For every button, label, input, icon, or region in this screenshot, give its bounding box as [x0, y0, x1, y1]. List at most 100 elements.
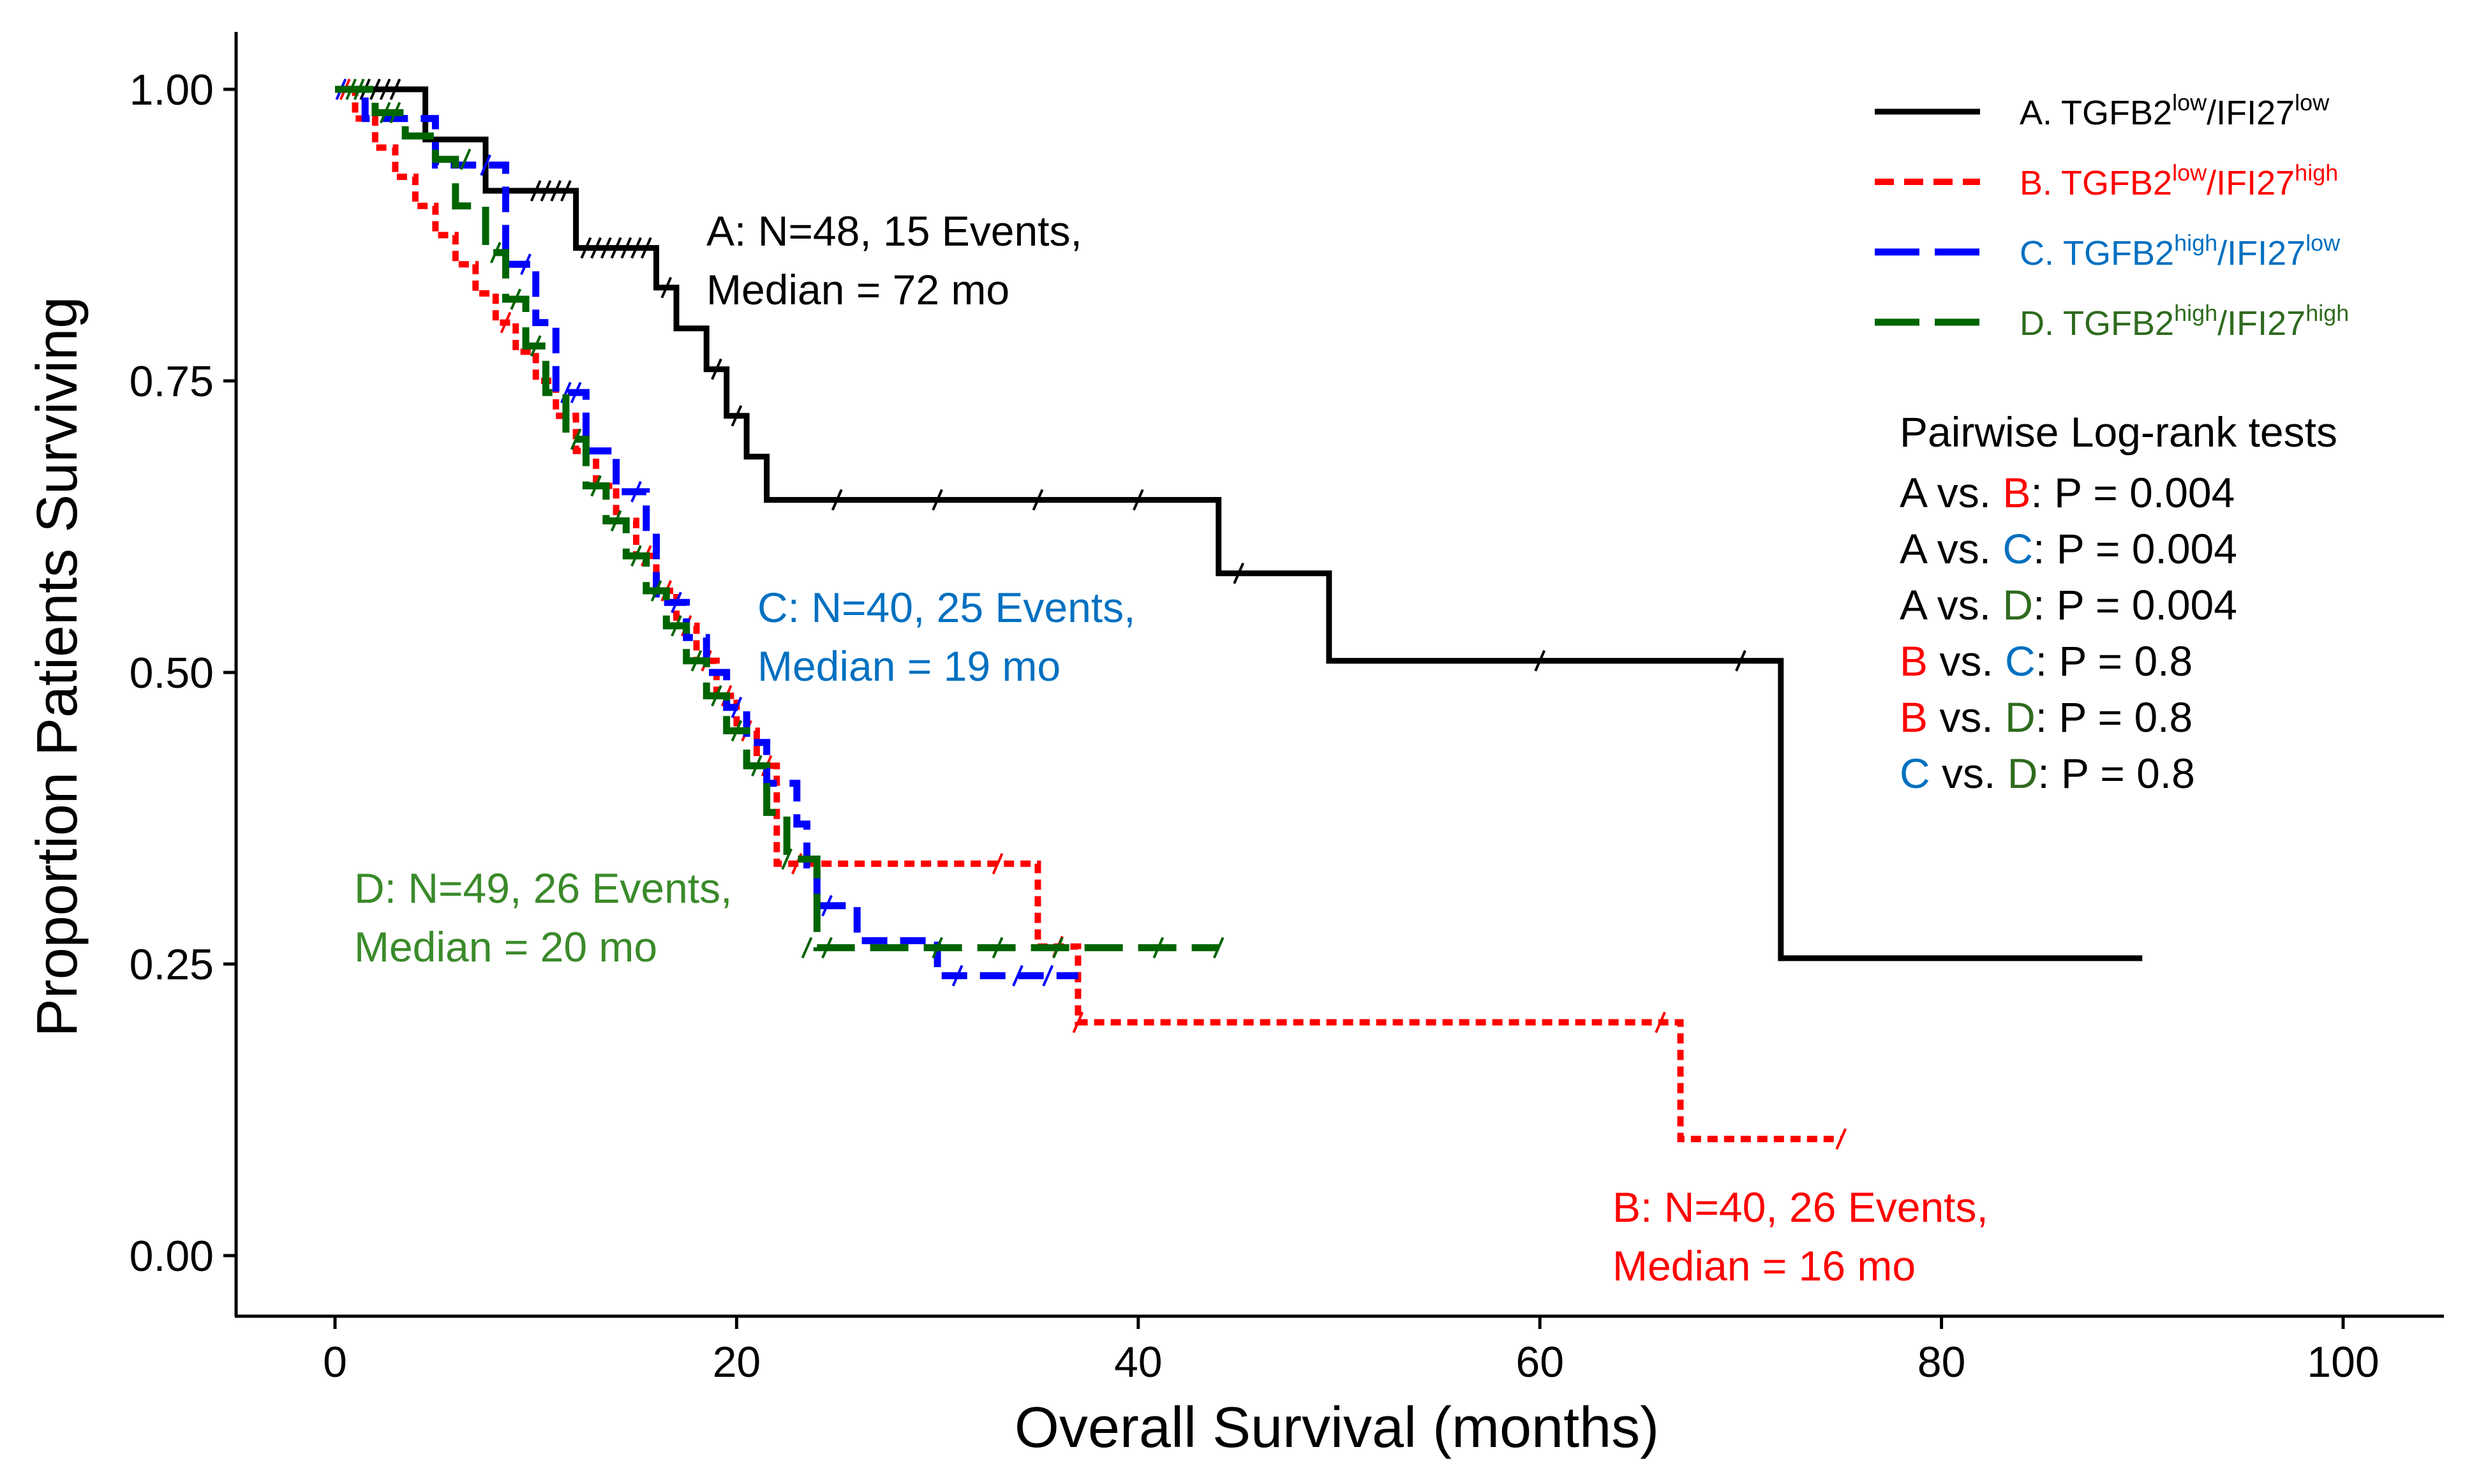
legend-item-a: A. TGFB2low/IFI27low — [1875, 89, 2330, 132]
pairwise-row: C vs. D: P = 0.8 — [1900, 750, 2195, 797]
legend-item-c: C. TGFB2high/IFI27low — [1875, 230, 2341, 272]
legend-label-d: D. TGFB2high/IFI27high — [2020, 300, 2349, 343]
censor-mark — [1132, 489, 1144, 511]
legend-text: C. TGFB2 — [2020, 234, 2174, 272]
censor-mark — [690, 649, 703, 672]
censor-mark — [1212, 937, 1225, 959]
y-tick-label: 0.25 — [130, 940, 214, 989]
censor-mark — [650, 580, 662, 602]
censor-mark — [369, 78, 381, 100]
censor-mark — [1032, 489, 1044, 511]
legend-superscript: low — [2295, 89, 2330, 115]
annotation-c-line2: Median = 19 mo — [757, 642, 1061, 690]
pairwise-row: A vs. C: P = 0.004 — [1900, 525, 2237, 572]
pairwise-vs: vs. — [1925, 525, 2002, 572]
annotation-b: B: N=40, 26 Events, Median = 16 mo — [1612, 1183, 2000, 1289]
legend-item-b: B. TGFB2low/IFI27high — [1875, 160, 2338, 202]
censor-mark — [951, 965, 964, 987]
censor-mark — [560, 180, 572, 202]
pairwise-group1: A — [1900, 525, 1928, 572]
annotation-a: A: N=48, 15 Events, Median = 72 mo — [706, 207, 1094, 313]
censor-mark — [353, 78, 365, 100]
survival-curve-d — [335, 85, 1219, 951]
censor-mark — [570, 382, 582, 404]
censor-mark — [580, 237, 592, 259]
legend-superscript: low — [2305, 230, 2341, 256]
x-tick-label: 80 — [1918, 1338, 1966, 1386]
pairwise-row: B vs. C: P = 0.8 — [1900, 637, 2193, 685]
censor-mark — [379, 78, 391, 100]
annotation-b-line2: Median = 16 mo — [1612, 1242, 1916, 1289]
censor-mark — [570, 428, 582, 450]
censor-mark — [711, 685, 722, 707]
annotation-d-line2: Median = 20 mo — [354, 923, 657, 970]
pairwise-vs: vs. — [1925, 469, 2002, 516]
pairwise-group2: C — [2005, 637, 2036, 685]
legend-text: /IFI27 — [2217, 234, 2305, 272]
pairwise-p-value: : P = 0.8 — [2037, 750, 2194, 797]
annotations: A: N=48, 15 Events, Median = 72 mo C: N=… — [354, 207, 2000, 1289]
pairwise-row: B vs. D: P = 0.8 — [1900, 694, 2193, 741]
censor-mark — [1012, 965, 1024, 987]
pairwise-p-value: : P = 0.004 — [2033, 581, 2237, 628]
censor-mark — [379, 101, 391, 124]
legend-label-a: A. TGFB2low/IFI27low — [2020, 89, 2330, 132]
censor-mark — [345, 78, 357, 100]
annotation-b-line1: B: N=40, 26 Events, — [1612, 1183, 1988, 1231]
legend-text: A. TGFB2 — [2020, 94, 2172, 132]
censor-mark — [1152, 937, 1165, 959]
censor-mark — [821, 937, 833, 959]
x-tick-label: 20 — [713, 1338, 761, 1386]
pairwise-vs: vs. — [1925, 581, 2002, 628]
x-tick-label: 0 — [323, 1338, 347, 1386]
legend-text: /IFI27 — [2217, 304, 2305, 343]
annotation-c: C: N=40, 25 Events, Median = 19 mo — [757, 584, 1147, 690]
censor-mark — [540, 180, 552, 202]
pairwise-title: Pairwise Log-rank tests — [1900, 408, 2337, 456]
censor-mark — [992, 937, 1004, 959]
censor-mark — [1534, 649, 1546, 672]
pairwise-vs: vs. — [1930, 750, 2007, 797]
annotation-d: D: N=49, 26 Events, Median = 20 mo — [354, 864, 744, 970]
censor-mark — [1042, 965, 1054, 987]
censor-mark — [389, 101, 401, 124]
y-tick-label: 0.75 — [130, 357, 214, 406]
pairwise-group2: D — [2005, 694, 2036, 741]
annotation-c-line1: C: N=40, 25 Events, — [757, 584, 1136, 631]
survival-curve-b — [335, 86, 1842, 1143]
annotation-d-line1: D: N=49, 26 Events, — [354, 864, 733, 912]
legend-superscript: high — [2305, 300, 2349, 326]
censor-mark — [590, 237, 602, 259]
pairwise-group1: C — [1900, 750, 1930, 797]
legend-text: B. TGFB2 — [2020, 164, 2172, 202]
censor-mark — [751, 755, 763, 777]
pairwise-p-value: : P = 0.004 — [2030, 469, 2235, 516]
pairwise-group2: D — [2002, 581, 2033, 628]
plot-axes: 0.00 0.25 0.50 0.75 1.00 0 20 40 60 80 100 — [130, 32, 2444, 1386]
censor-mark — [530, 335, 542, 357]
censor-mark — [630, 545, 642, 567]
pairwise-group1: A — [1900, 581, 1928, 628]
censor-mark — [711, 358, 722, 380]
pairwise-group2: C — [2002, 525, 2033, 572]
censor-mark — [671, 591, 682, 614]
pairwise-vs: vs. — [1928, 637, 2005, 685]
pairwise-group2: B — [2002, 469, 2030, 516]
pairwise-group1: B — [1900, 694, 1928, 741]
x-axis-label: Overall Survival (months) — [1015, 1396, 1659, 1460]
y-tick-label: 0.00 — [130, 1232, 214, 1280]
pairwise-vs: vs. — [1928, 694, 2005, 741]
censor-mark — [389, 78, 401, 100]
series-d — [335, 78, 1225, 959]
censor-mark — [520, 253, 532, 276]
censor-mark — [620, 237, 632, 259]
censor-mark — [660, 276, 673, 299]
x-tick-label: 100 — [2307, 1338, 2379, 1386]
censor-mark — [1052, 937, 1064, 959]
y-ticks: 0.00 0.25 0.50 0.75 1.00 — [130, 66, 236, 1280]
legend-item-d: D. TGFB2high/IFI27high — [1875, 300, 2349, 343]
pairwise-group1: B — [1900, 637, 1928, 685]
legend-text: /IFI27 — [2207, 164, 2295, 202]
